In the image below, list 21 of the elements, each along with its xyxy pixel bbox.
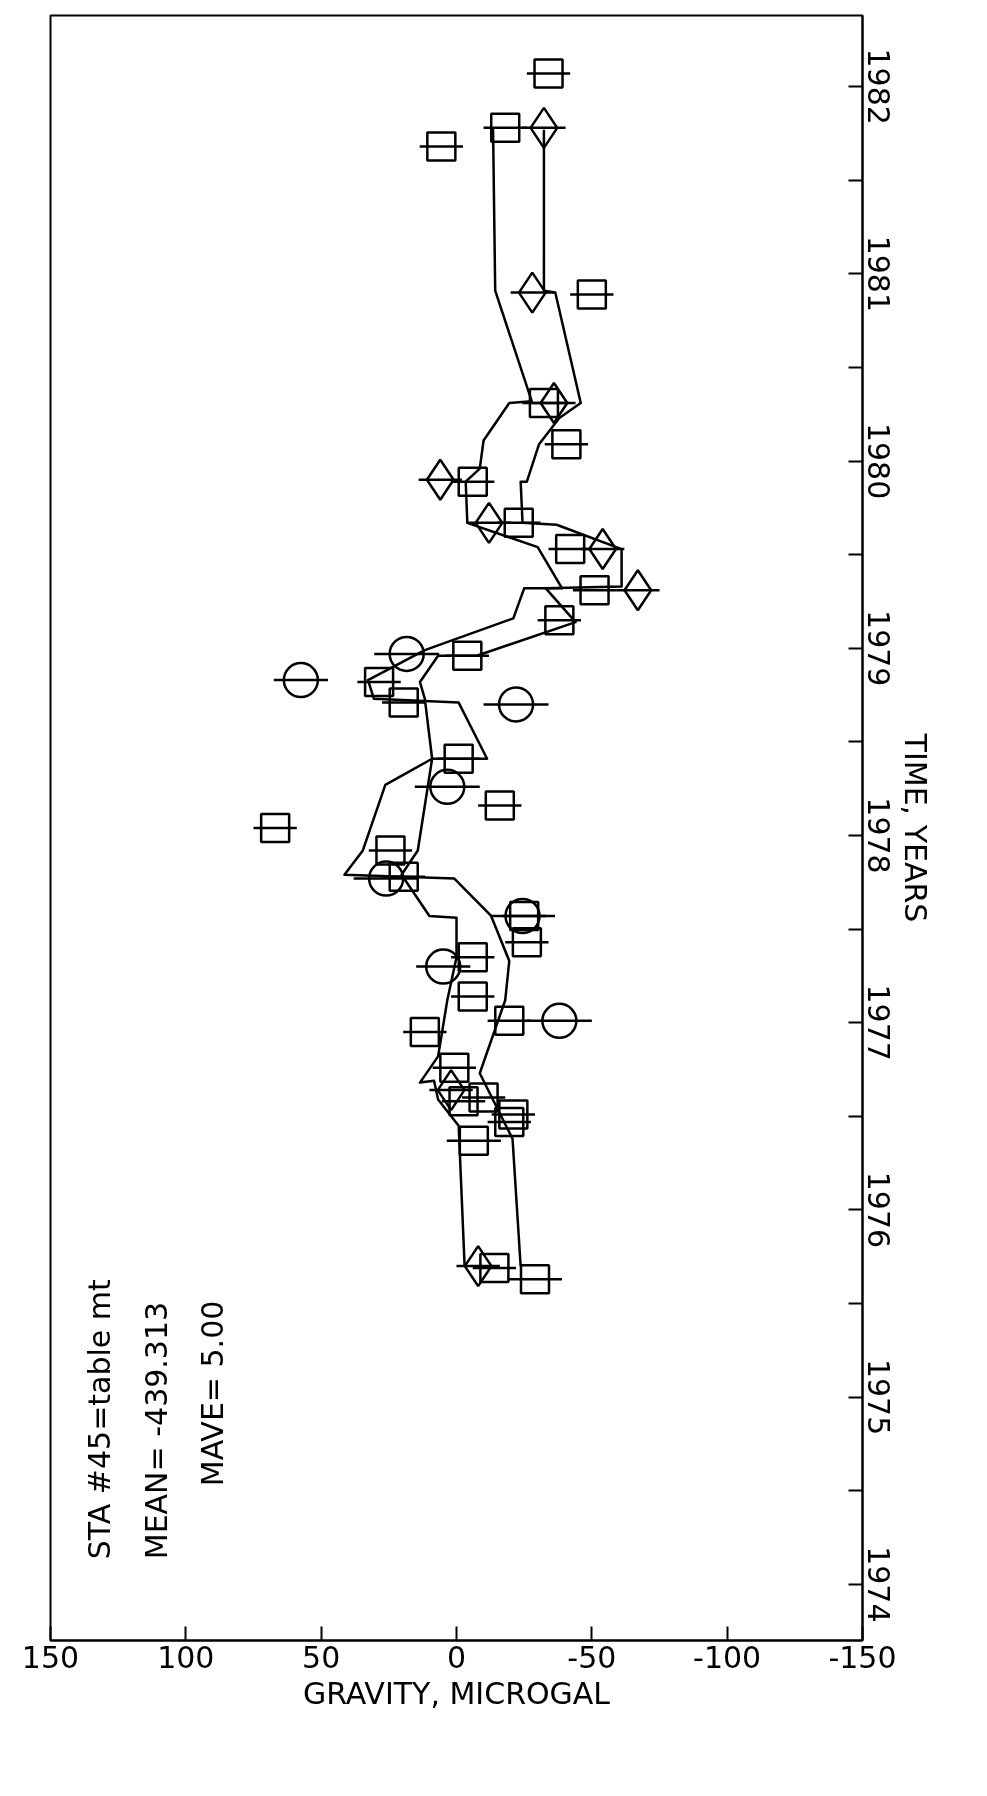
annotation: MAVE= 5.00 [195,1300,231,1487]
y-tick-label: 1974 [860,1546,896,1623]
x-tick-label: 50 [302,1639,341,1675]
annotation: MEAN= -439.313 [138,1301,174,1560]
y-tick-label: 1977 [860,984,896,1061]
x-tick-label: 0 [446,1639,467,1675]
x-tick-label: -50 [567,1639,617,1675]
x-tick-label: 150 [21,1639,80,1675]
y-tick-label: 1982 [860,48,896,125]
y-tick-label: 1975 [860,1358,896,1436]
x-axis-title: GRAVITY, MICROGAL [302,1675,611,1711]
x-tick-label: -150 [828,1639,897,1675]
annotation: STA #45=table mt [81,1278,117,1560]
y-axis-title: TIME, YEARS [897,732,933,923]
y-tick-label: 1978 [860,797,896,874]
x-tick-label: 100 [157,1639,215,1675]
y-tick-label: 1980 [860,422,896,500]
y-tick-label: 1976 [860,1171,896,1249]
y-tick-label: 1979 [860,610,896,687]
y-tick-label: 1981 [860,235,896,313]
x-tick-label: -100 [693,1639,762,1675]
